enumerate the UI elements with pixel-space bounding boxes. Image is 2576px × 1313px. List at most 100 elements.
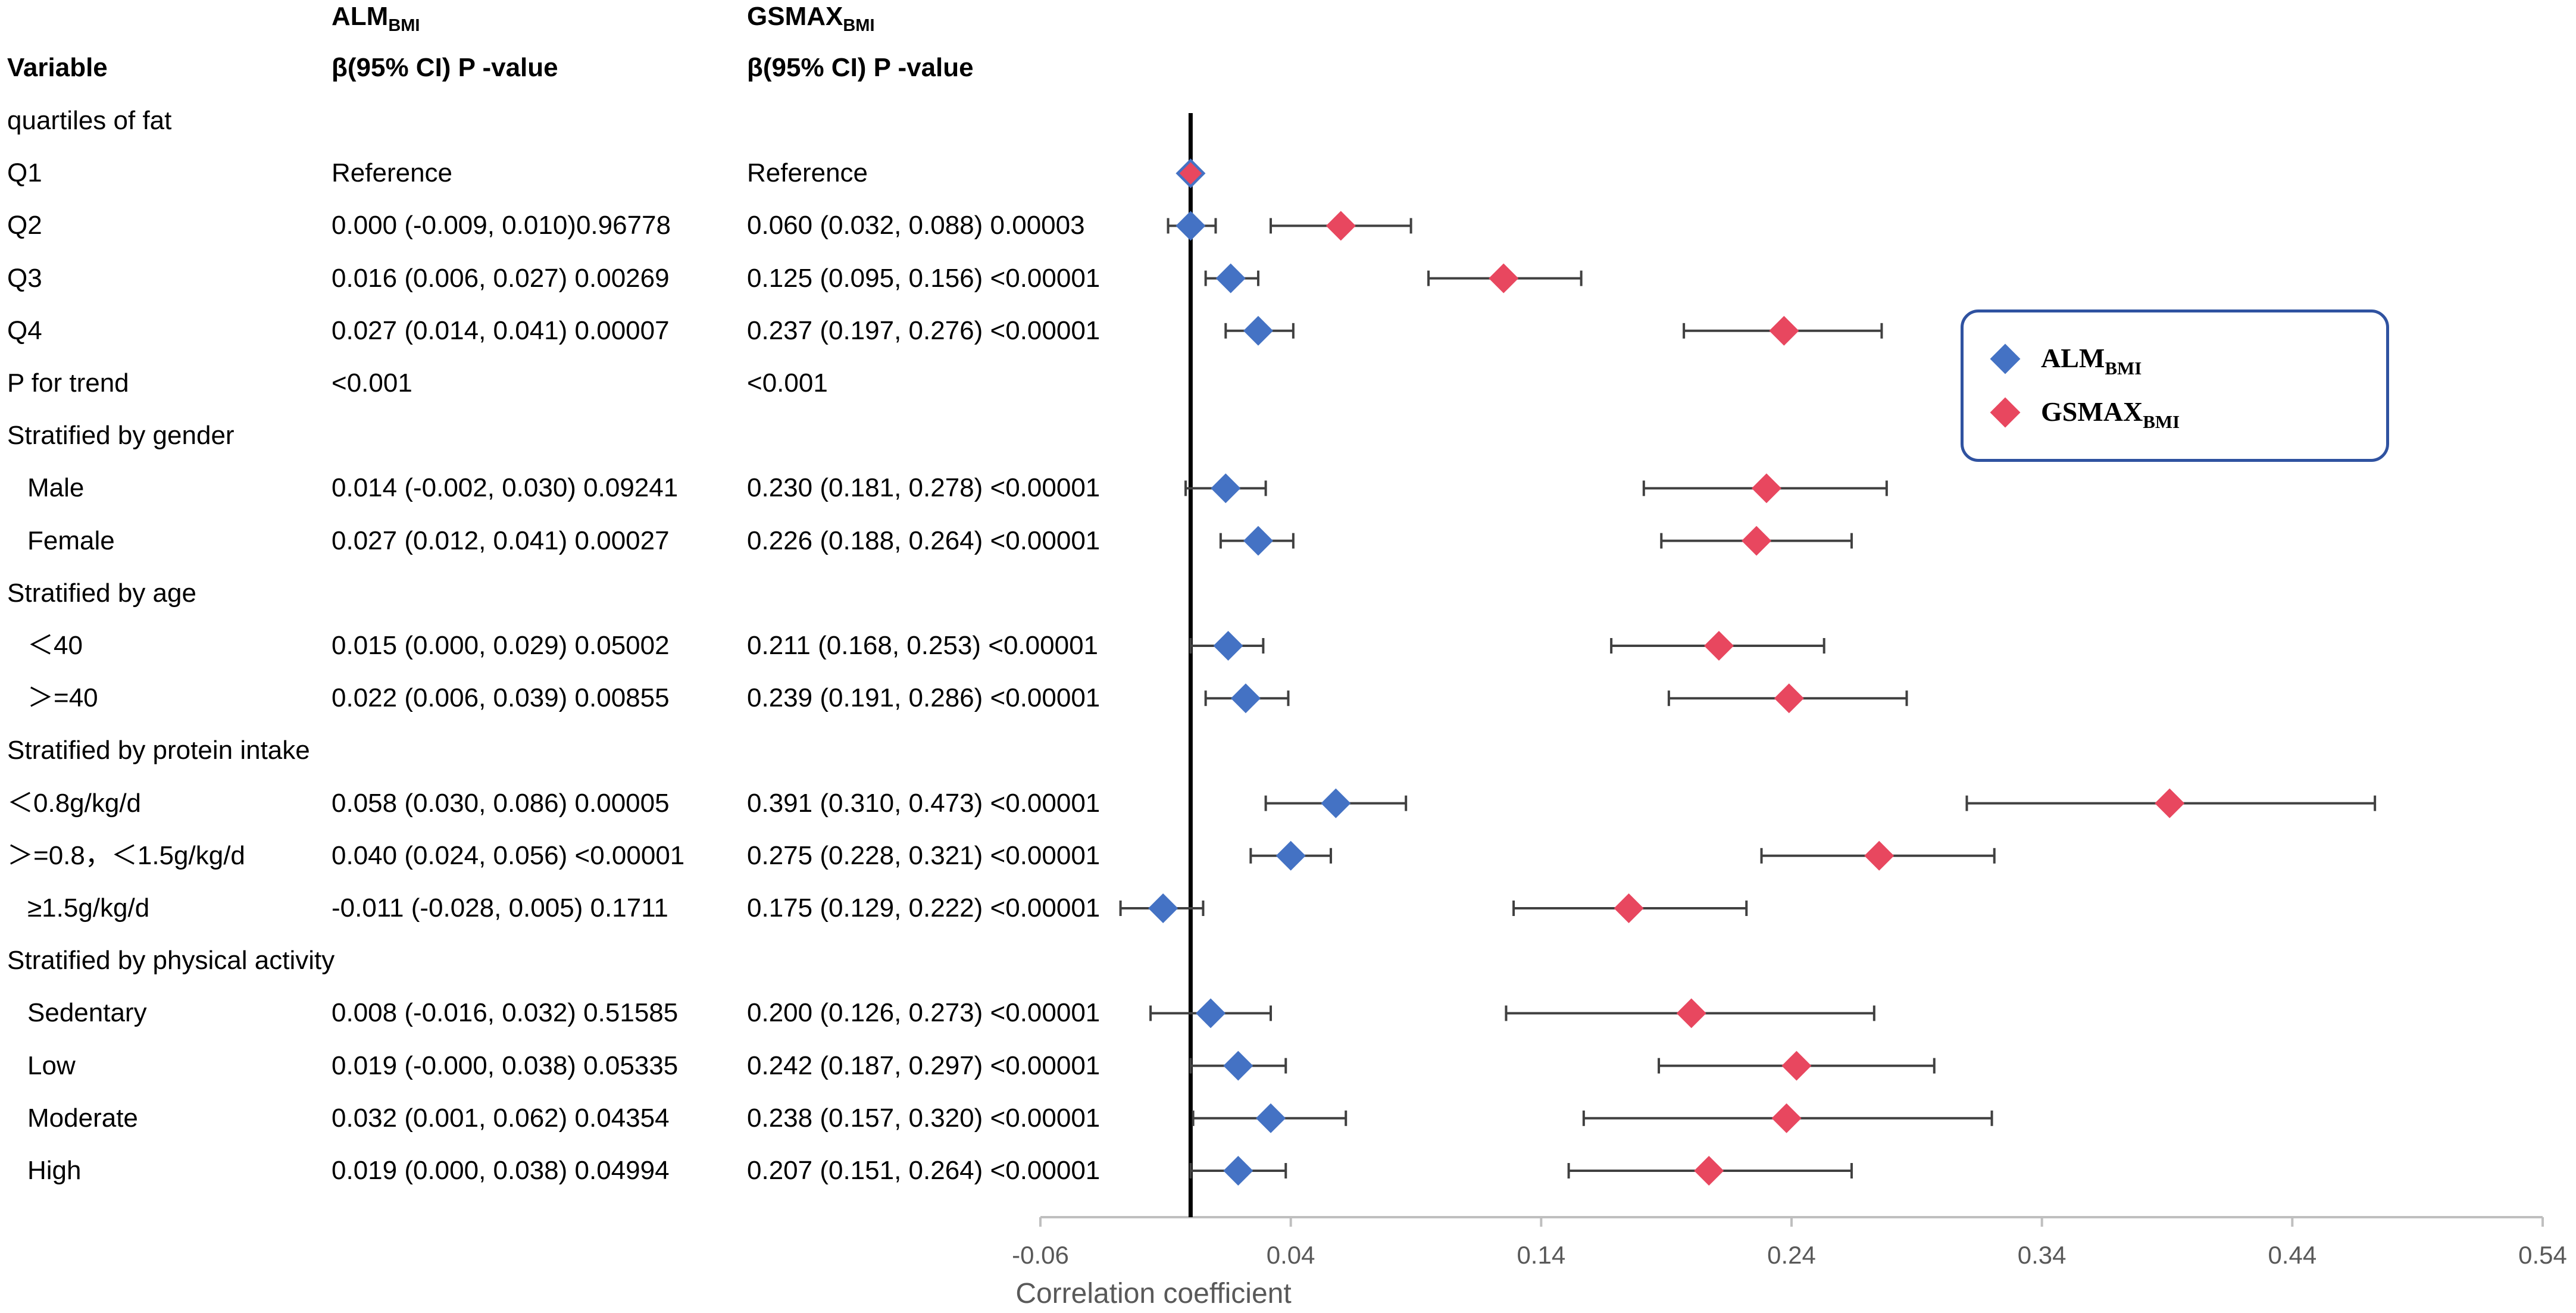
gsmax-estimate-cell: 0.125 (0.095, 0.156) <0.00001 [747,263,1101,293]
alm-estimate-cell: 0.027 (0.012, 0.041) 0.00027 [332,526,670,555]
row-label: Sedentary [27,998,147,1028]
header-gsmax: GSMAXBMI [747,1,875,41]
gsmax-point [1774,683,1804,714]
alm-point [1321,788,1351,818]
group-label: Stratified by age [7,578,196,608]
group-label: Stratified by physical activity [7,946,335,976]
alm-estimate-cell: <0.001 [332,368,412,398]
gsmax-estimate-cell: 0.060 (0.032, 0.088) 0.00003 [747,211,1085,240]
gsmax-point [1742,526,1772,556]
row-label: Low [27,1051,76,1080]
header-gsmax-sub: BMI [843,16,875,35]
alm-estimate-cell: 0.000 (-0.009, 0.010)0.96778 [332,211,671,240]
row-label: ＞=0.8，＜1.5g/kg/d [7,840,245,870]
alm-estimate-cell: 0.032 (0.001, 0.062) 0.04354 [332,1103,670,1133]
alm-point [1276,840,1306,871]
gsmax-estimate-cell: 0.230 (0.181, 0.278) <0.00001 [747,473,1101,503]
legend-alm-sub: BMI [2105,358,2142,379]
x-axis-tick-label: 0.44 [2268,1241,2317,1269]
alm-estimate-cell: Reference [332,158,453,188]
row-label: Q4 [7,315,42,345]
legend-item-gsmax: GSMAXBMI [1990,396,2180,433]
legend-gsmax-name: GSMAX [2041,396,2143,427]
header-alm-sub: BMI [388,16,420,35]
alm-estimate-cell: 0.015 (0.000, 0.029) 0.05002 [332,631,670,660]
gsmax-estimate-cell: 0.200 (0.126, 0.273) <0.00001 [747,998,1101,1028]
gsmax-estimate-cell: 0.239 (0.191, 0.286) <0.00001 [747,683,1101,713]
group-label: Stratified by gender [7,421,235,451]
x-axis-tick-label: 0.54 [2518,1241,2567,1269]
gsmax-estimate-cell: 0.242 (0.187, 0.297) <0.00001 [747,1051,1101,1080]
gsmax-point [1751,473,1781,504]
row-label: ＜40 [27,631,83,660]
gsmax-estimate-cell: 0.226 (0.188, 0.264) <0.00001 [747,526,1101,555]
alm-point [1230,683,1261,714]
header-alm: ALMBMI [332,1,420,41]
x-axis-tick-label: 0.04 [1266,1241,1315,1269]
row-label: Q2 [7,211,42,240]
row-label: ≥1.5g/kg/d [27,893,150,923]
alm-estimate-cell: 0.040 (0.024, 0.056) <0.00001 [332,840,685,870]
gsmax-point [1179,162,1202,185]
header-alm-stat: β(95% CI) P -value [332,53,558,82]
gsmax-point [1781,1051,1812,1081]
row-label: Female [27,526,115,555]
gsmax-point [1769,315,1799,346]
legend-gsmax-marker [1990,397,2021,428]
row-label: Male [27,473,85,503]
alm-point [1215,263,1246,293]
legend-alm-name: ALM [2041,343,2105,373]
gsmax-estimate-cell: 0.175 (0.129, 0.222) <0.00001 [747,893,1101,923]
gsmax-estimate-cell: 0.211 (0.168, 0.253) <0.00001 [747,631,1099,660]
gsmax-point [2155,788,2185,818]
x-axis-tick-label: 0.14 [1517,1241,1566,1269]
alm-point [1176,211,1206,241]
legend-item-alm: ALMBMI [1990,342,2142,379]
x-axis-tick-label: 0.34 [2017,1241,2067,1269]
legend-gsmax-sub: BMI [2143,411,2180,432]
gsmax-point [1325,211,1356,241]
row-label: High [27,1156,82,1185]
alm-estimate-cell: 0.058 (0.030, 0.086) 0.00005 [332,788,670,818]
alm-estimate-cell: 0.019 (0.000, 0.038) 0.04994 [332,1156,670,1185]
row-label: ＜0.8g/kg/d [7,788,142,818]
gsmax-estimate-cell: 0.238 (0.157, 0.320) <0.00001 [747,1103,1101,1133]
legend: ALMBMI GSMAXBMI [1961,310,2389,462]
row-label: P for trend [7,368,129,398]
gsmax-point [1771,1103,1802,1133]
group-label: quartiles of fat [7,106,172,135]
alm-estimate-cell: 0.014 (-0.002, 0.030) 0.09241 [332,473,679,503]
alm-point [1213,631,1243,661]
alm-estimate-cell: 0.022 (0.006, 0.039) 0.00855 [332,683,670,713]
alm-estimate-cell: -0.011 (-0.028, 0.005) 0.1711 [332,893,668,923]
alm-estimate-cell: 0.016 (0.006, 0.027) 0.00269 [332,263,670,293]
gsmax-estimate-cell: 0.275 (0.228, 0.321) <0.00001 [747,840,1101,870]
gsmax-estimate-cell: 0.207 (0.151, 0.264) <0.00001 [747,1156,1101,1185]
gsmax-point [1676,998,1706,1028]
legend-alm-marker [1990,343,2021,374]
alm-estimate-cell: 0.008 (-0.016, 0.032) 0.51585 [332,998,679,1028]
header-gsmax-stat: β(95% CI) P -value [747,53,974,82]
alm-point [1223,1156,1253,1186]
gsmax-estimate-cell: <0.001 [747,368,828,398]
gsmax-point [1614,893,1644,923]
header-gsmax-name: GSMAX [747,2,843,31]
alm-point [1256,1103,1286,1133]
gsmax-point [1864,840,1895,871]
alm-point [1243,526,1273,556]
x-axis-title: Correlation coefficient [1015,1278,1292,1309]
row-label: Q3 [7,263,42,293]
gsmax-estimate-cell: Reference [747,158,868,188]
header-variable: Variable [7,53,108,82]
alm-estimate-cell: 0.019 (-0.000, 0.038) 0.05335 [332,1051,679,1080]
gsmax-point [1694,1156,1724,1186]
x-axis-tick-label: 0.24 [1767,1241,1816,1269]
alm-point [1196,998,1226,1028]
row-label: Q1 [7,158,42,188]
gsmax-point [1704,631,1734,661]
alm-point [1211,473,1241,504]
alm-point [1223,1051,1253,1081]
header-alm-name: ALM [332,2,389,31]
group-label: Stratified by protein intake [7,736,310,765]
